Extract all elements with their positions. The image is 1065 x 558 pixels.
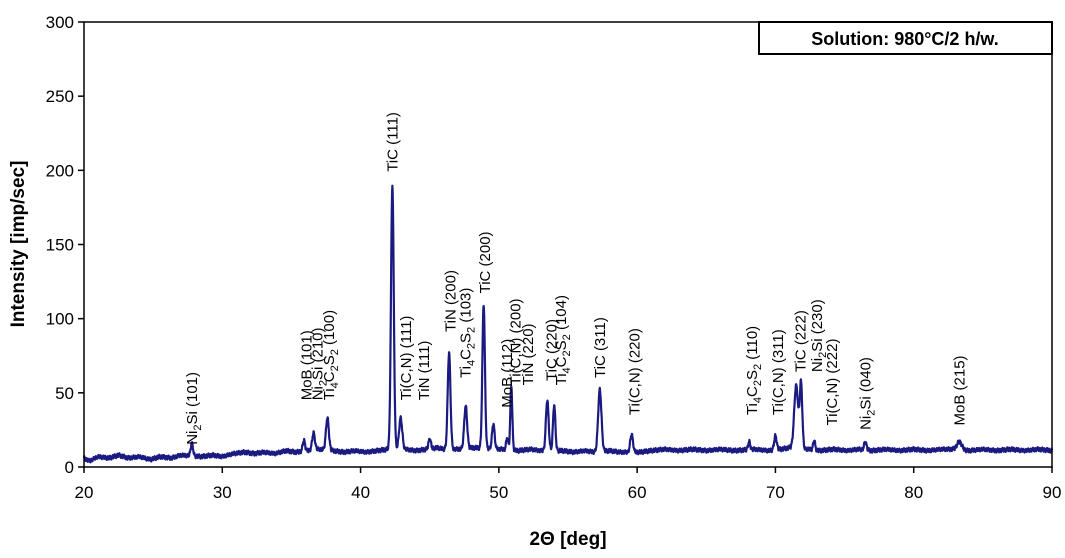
peak-label: TiN (200) (443, 270, 460, 332)
peak-label: Ti(C,N) (200) (508, 298, 525, 385)
y-tick-label: 200 (46, 161, 74, 180)
peak-label: Ni2Si (040) (857, 357, 877, 430)
x-tick-label: 60 (628, 483, 647, 502)
y-tick-label: 0 (65, 458, 74, 477)
peak-label: MoB (112) (499, 339, 516, 408)
y-tick-label: 100 (46, 310, 74, 329)
xrd-spectrum-line (82, 184, 1054, 464)
legend-frame (758, 21, 1053, 55)
peak-label: Ti(C,N) (111) (398, 316, 415, 401)
peak-label: TiN (111) (416, 341, 433, 401)
peak-annotations: Ni2Si (101) MoB (101)Ni2Si (210)Ti4C2S2 (… (184, 112, 968, 445)
peak-label: TiC (111) (384, 112, 401, 172)
x-axis: 20 30 40 50 60 70 80 90 (75, 467, 1062, 502)
peak-label: MoB (215) (951, 355, 968, 425)
peak-label: Ti4C2S2 (104) (553, 295, 573, 385)
peak-label: TiC (222) (792, 310, 809, 372)
peak-label: Ni2Si (230) (809, 299, 829, 372)
y-axis: 0 50 100 150 200 250 300 (46, 13, 84, 477)
peak-label: Ti(C,N) (311) (770, 329, 787, 415)
y-tick-label: 300 (46, 13, 74, 32)
x-tick-label: 20 (75, 483, 94, 502)
y-tick-label: 150 (46, 236, 74, 255)
x-tick-label: 70 (766, 483, 785, 502)
peak-label: TiC (311) (592, 317, 609, 378)
y-tick-label: 50 (55, 384, 74, 403)
peak-label: Ti4C2S2 (103) (458, 288, 478, 378)
x-tick-label: 50 (489, 483, 508, 502)
peak-label: TiN (220) (520, 323, 537, 385)
peak-label: MoB (101) (299, 330, 316, 400)
peak-label: Ni2Si (210) (310, 327, 330, 400)
peak-label: TiC (220) (543, 319, 560, 381)
peak-label: Ti4C2S2 (100) (321, 310, 341, 400)
legend-box: Solution: 980°C/2 h/w. (758, 21, 1053, 55)
peak-label: TiC (200) (477, 231, 494, 293)
x-tick-label: 80 (904, 483, 923, 502)
x-tick-label: 40 (351, 483, 370, 502)
peak-label: Ti(C,N) (220) (626, 328, 643, 415)
spectrum-layer (82, 184, 1054, 464)
peak-label: Ni2Si (101) (184, 372, 204, 445)
y-axis-title: Intensity [imp/sec] (8, 161, 29, 328)
x-tick-label: 30 (213, 483, 232, 502)
legend-text: Solution: 980°C/2 h/w. (811, 29, 999, 49)
peak-label: Ti4C2S2 (110) (744, 326, 764, 415)
peak-label: Ti(C,N) (222) (824, 339, 841, 426)
x-tick-label: 90 (1043, 483, 1062, 502)
x-axis-title: 2Θ [deg] (529, 529, 606, 550)
y-tick-label: 250 (46, 87, 74, 106)
